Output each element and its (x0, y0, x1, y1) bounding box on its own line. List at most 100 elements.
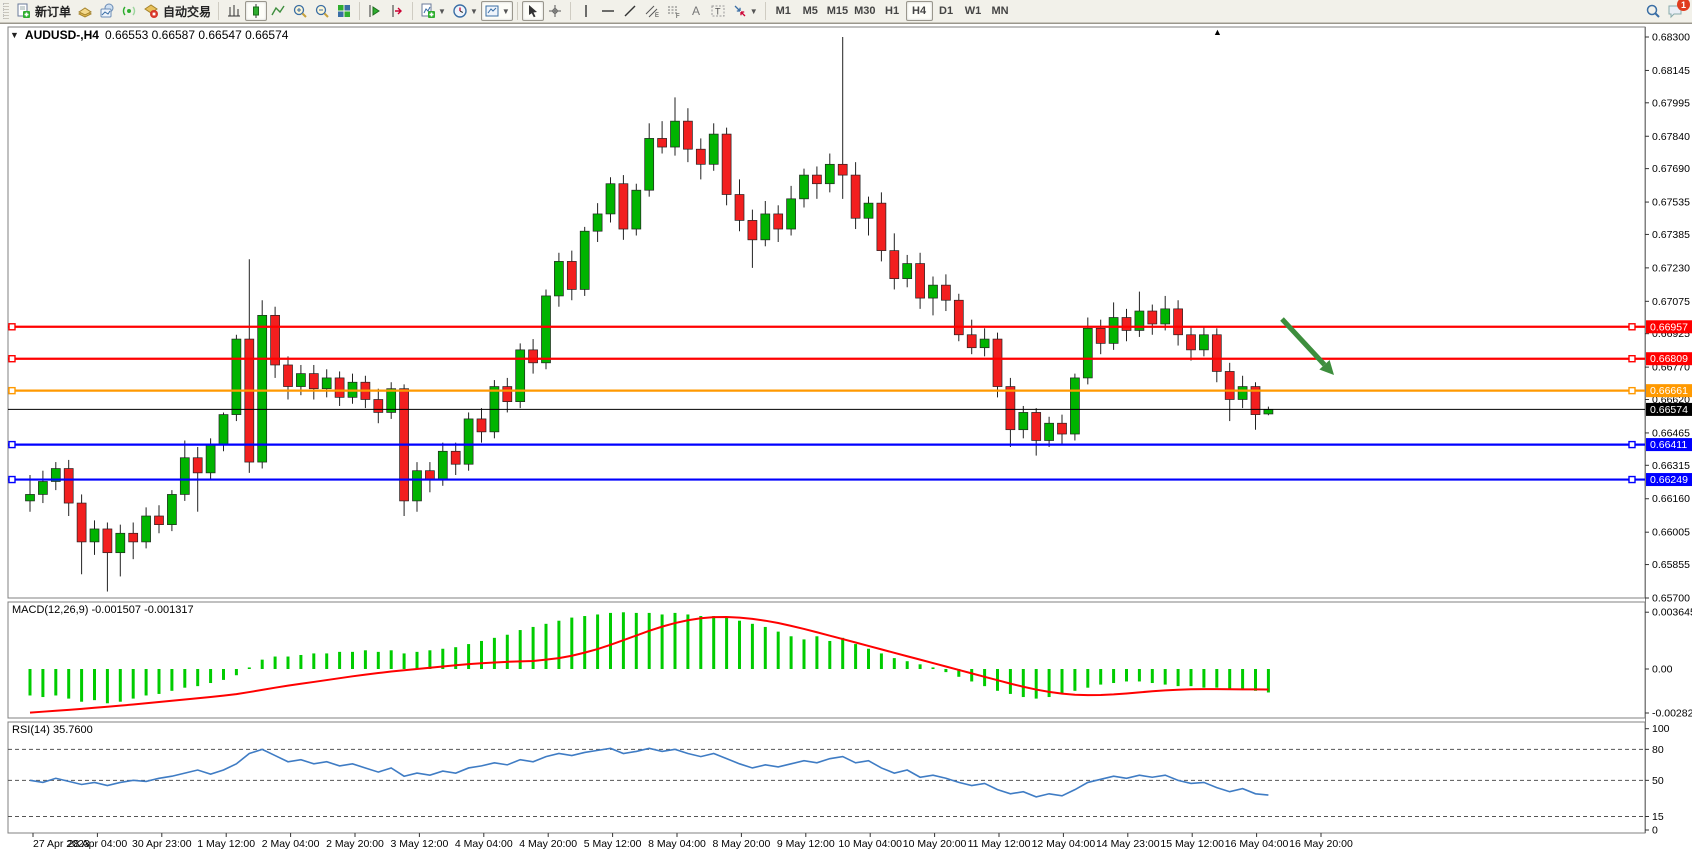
annotation-arrow[interactable] (1280, 317, 1334, 375)
text-label-button[interactable]: T (707, 1, 729, 21)
signal-button[interactable] (118, 1, 140, 21)
crosshair-button[interactable] (544, 1, 566, 21)
price-tag-0.66957: 0.66957 (1646, 320, 1692, 334)
time-tick-label: 16 May 04:00 (1225, 838, 1289, 850)
candle-body (296, 373, 306, 387)
candle-body (50, 468, 61, 482)
tab-timeframe-w1[interactable]: W1 (964, 5, 982, 17)
chevron-down-icon: ▼ (469, 6, 478, 16)
chart-window-button[interactable] (96, 1, 118, 21)
tab-timeframe-h1[interactable]: H1 (885, 5, 900, 17)
candle-body (592, 213, 603, 232)
fibonacci-button[interactable]: F (663, 1, 685, 21)
templates-button[interactable]: ▼ (480, 1, 513, 21)
candle-body (1121, 317, 1132, 331)
candle-body (1263, 409, 1274, 415)
candle-body (192, 457, 203, 474)
toolbar-separator (516, 2, 518, 20)
candle-body (1199, 334, 1209, 351)
hline-0.66957[interactable] (8, 323, 1645, 331)
candlestick-chart-button[interactable] (245, 1, 268, 21)
tab-timeframe-h4[interactable]: H4 (905, 1, 933, 21)
price-tick-label: 0.66465 (1652, 427, 1690, 439)
search-button[interactable] (1642, 1, 1664, 21)
candle-body (270, 314, 280, 366)
price-tick-label: 0.68300 (1652, 32, 1690, 44)
auto-scroll-button[interactable] (364, 1, 386, 21)
candle-body (1147, 310, 1158, 325)
chart-shift-button[interactable] (386, 1, 408, 21)
price-tick-label: 0.66005 (1652, 527, 1690, 539)
candle-body (889, 250, 900, 280)
tile-windows-button[interactable] (333, 1, 355, 21)
chart-shift-icon (389, 3, 405, 19)
market-watch-button[interactable] (74, 1, 96, 21)
toolbar-grip[interactable] (3, 3, 9, 19)
horizontal-line-button[interactable] (597, 1, 619, 21)
hline-0.66809[interactable] (8, 355, 1645, 363)
candle-body (476, 418, 487, 433)
toolbar: 新订单 自动交易 (0, 0, 1692, 23)
candle-body (528, 349, 538, 364)
channel-button[interactable]: E (641, 1, 663, 21)
indicators-icon (420, 3, 436, 19)
hline-handle (1628, 440, 1636, 449)
hline-handle (1628, 323, 1636, 331)
candle-body (657, 138, 667, 148)
new-order-button[interactable]: 新订单 (12, 1, 74, 21)
macd-tick-label: 0.003645 (1652, 607, 1692, 619)
tab-timeframe-m1[interactable]: M1 (775, 5, 791, 17)
bar-chart-button[interactable] (223, 1, 245, 21)
candle-body (1070, 377, 1080, 435)
hline-handle (8, 386, 16, 395)
zoom-in-button[interactable] (289, 1, 311, 21)
hline-handle (1628, 386, 1636, 395)
autotrade-button[interactable]: 自动交易 (140, 1, 214, 21)
time-tick-label: 3 May 12:00 (391, 838, 449, 850)
tab-timeframe-m15[interactable]: M15 (826, 5, 849, 17)
tile-windows-icon (336, 3, 352, 19)
clock-icon (452, 3, 468, 19)
periods-button[interactable]: ▼ (449, 1, 481, 21)
candle-body (450, 450, 461, 465)
arrows-button[interactable]: ▼ (729, 1, 761, 21)
candle-body (76, 502, 87, 543)
chart-ohlc-values: 0.66553 0.66587 0.66547 0.66574 (104, 28, 289, 42)
svg-text:0.66957: 0.66957 (1650, 321, 1688, 333)
vertical-line-button[interactable] (575, 1, 597, 21)
candle-body (257, 314, 268, 463)
candle-body (541, 295, 551, 364)
time-tick-label: 30 Apr 23:00 (132, 838, 192, 850)
vertical-line-icon (578, 3, 594, 19)
hline-0.66249[interactable] (8, 475, 1645, 484)
zoom-out-button[interactable] (311, 1, 333, 21)
tab-timeframe-d1[interactable]: D1 (939, 5, 954, 17)
tab-timeframe-m30[interactable]: M30 (854, 5, 876, 17)
time-tick-label: 15 May 12:00 (1160, 838, 1224, 850)
macd-name: MACD(12,26,9) (12, 604, 89, 616)
candle-body (154, 515, 164, 525)
macd-panel (7, 601, 1646, 719)
trendline-button[interactable] (619, 1, 641, 21)
candle-body (412, 470, 422, 502)
tab-timeframe-mn[interactable]: MN (991, 5, 1009, 17)
candle-body (915, 263, 925, 299)
svg-text:0.66411: 0.66411 (1650, 439, 1687, 451)
candle-body (1018, 412, 1029, 431)
cursor-button[interactable] (521, 1, 544, 21)
line-chart-button[interactable] (267, 1, 289, 21)
hline-0.66661[interactable] (8, 386, 1645, 395)
bar-chart-icon (226, 3, 242, 19)
notifications-button[interactable]: 1 (1664, 0, 1690, 21)
candle-body (231, 338, 242, 415)
candle-body (837, 163, 848, 176)
chart-canvas[interactable]: 0.68300 0.68145 0.67995 0.67840 0.67690 0.675… (0, 24, 1692, 856)
indicators-button[interactable]: ▼ (417, 1, 449, 21)
chevron-down-icon[interactable]: ▼ (10, 30, 19, 40)
chevron-down-icon: ▼ (749, 6, 758, 16)
hline-0.66411[interactable] (8, 440, 1645, 449)
svg-text:A: A (692, 4, 700, 18)
candle-body (1057, 422, 1067, 435)
text-button[interactable]: A (685, 1, 707, 21)
tab-timeframe-m5[interactable]: M5 (802, 5, 818, 17)
